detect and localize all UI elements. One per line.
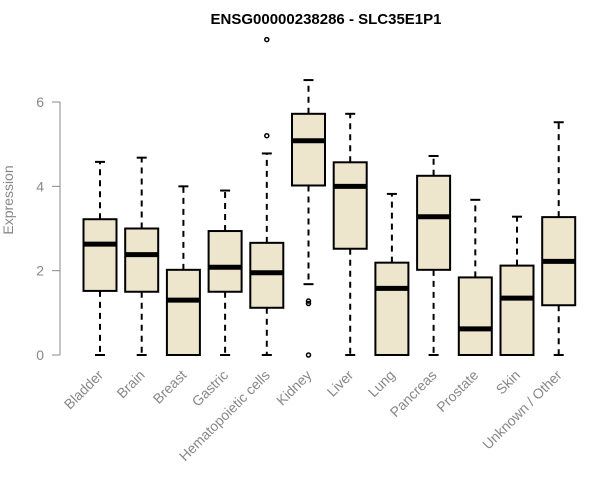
box-iqr: [291, 112, 326, 187]
box-skin: [499, 215, 535, 356]
box-kidney: [291, 79, 326, 358]
box-iqr: [249, 241, 285, 309]
x-tick-label: Liver: [324, 367, 357, 400]
x-tick-label: Prostate: [433, 367, 481, 415]
y-axis-label: Expression: [0, 165, 16, 234]
box-iqr: [457, 276, 493, 356]
box-iqr: [82, 218, 118, 292]
x-tick-label: Lung: [365, 367, 398, 400]
box-prostate: [457, 198, 493, 356]
box-lung: [374, 192, 410, 356]
y-tick-label: 4: [36, 178, 44, 194]
x-tick-label: Breast: [150, 367, 190, 407]
box-unknown-other: [541, 121, 577, 356]
box-hematopoietic-cells: [249, 36, 285, 356]
box-brain: [124, 156, 160, 356]
box-iqr: [499, 264, 535, 356]
x-tick-label: Skin: [493, 367, 524, 398]
box-gastric: [207, 189, 243, 356]
box-liver: [332, 112, 368, 356]
box-iqr: [374, 261, 410, 356]
box-iqr: [207, 230, 243, 293]
box-bladder: [82, 160, 118, 356]
outlier-point: [264, 132, 270, 139]
box-iqr: [124, 227, 160, 293]
y-tick-label: 2: [36, 263, 44, 279]
x-tick-label: Unknown / Other: [479, 367, 565, 453]
y-tick-label: 0: [36, 347, 44, 363]
box-pancreas: [416, 154, 452, 356]
outlier-point: [264, 36, 270, 43]
y-axis: 0 2 4 6: [36, 94, 61, 363]
chart-title: ENSG00000238286 - SLC35E1P1: [211, 11, 442, 28]
x-tick-label: Kidney: [273, 367, 315, 409]
boxes-group: [82, 36, 577, 358]
outlier-point: [305, 352, 312, 358]
outlier-point: [305, 298, 312, 304]
x-tick-label: Bladder: [61, 367, 107, 413]
box-iqr: [416, 174, 452, 271]
x-tick-label: Brain: [113, 367, 147, 401]
box-breast: [165, 185, 201, 356]
y-tick-label: 6: [36, 94, 44, 110]
box-iqr: [165, 268, 201, 356]
outlier-point: [305, 300, 312, 307]
box-iqr: [332, 161, 368, 250]
